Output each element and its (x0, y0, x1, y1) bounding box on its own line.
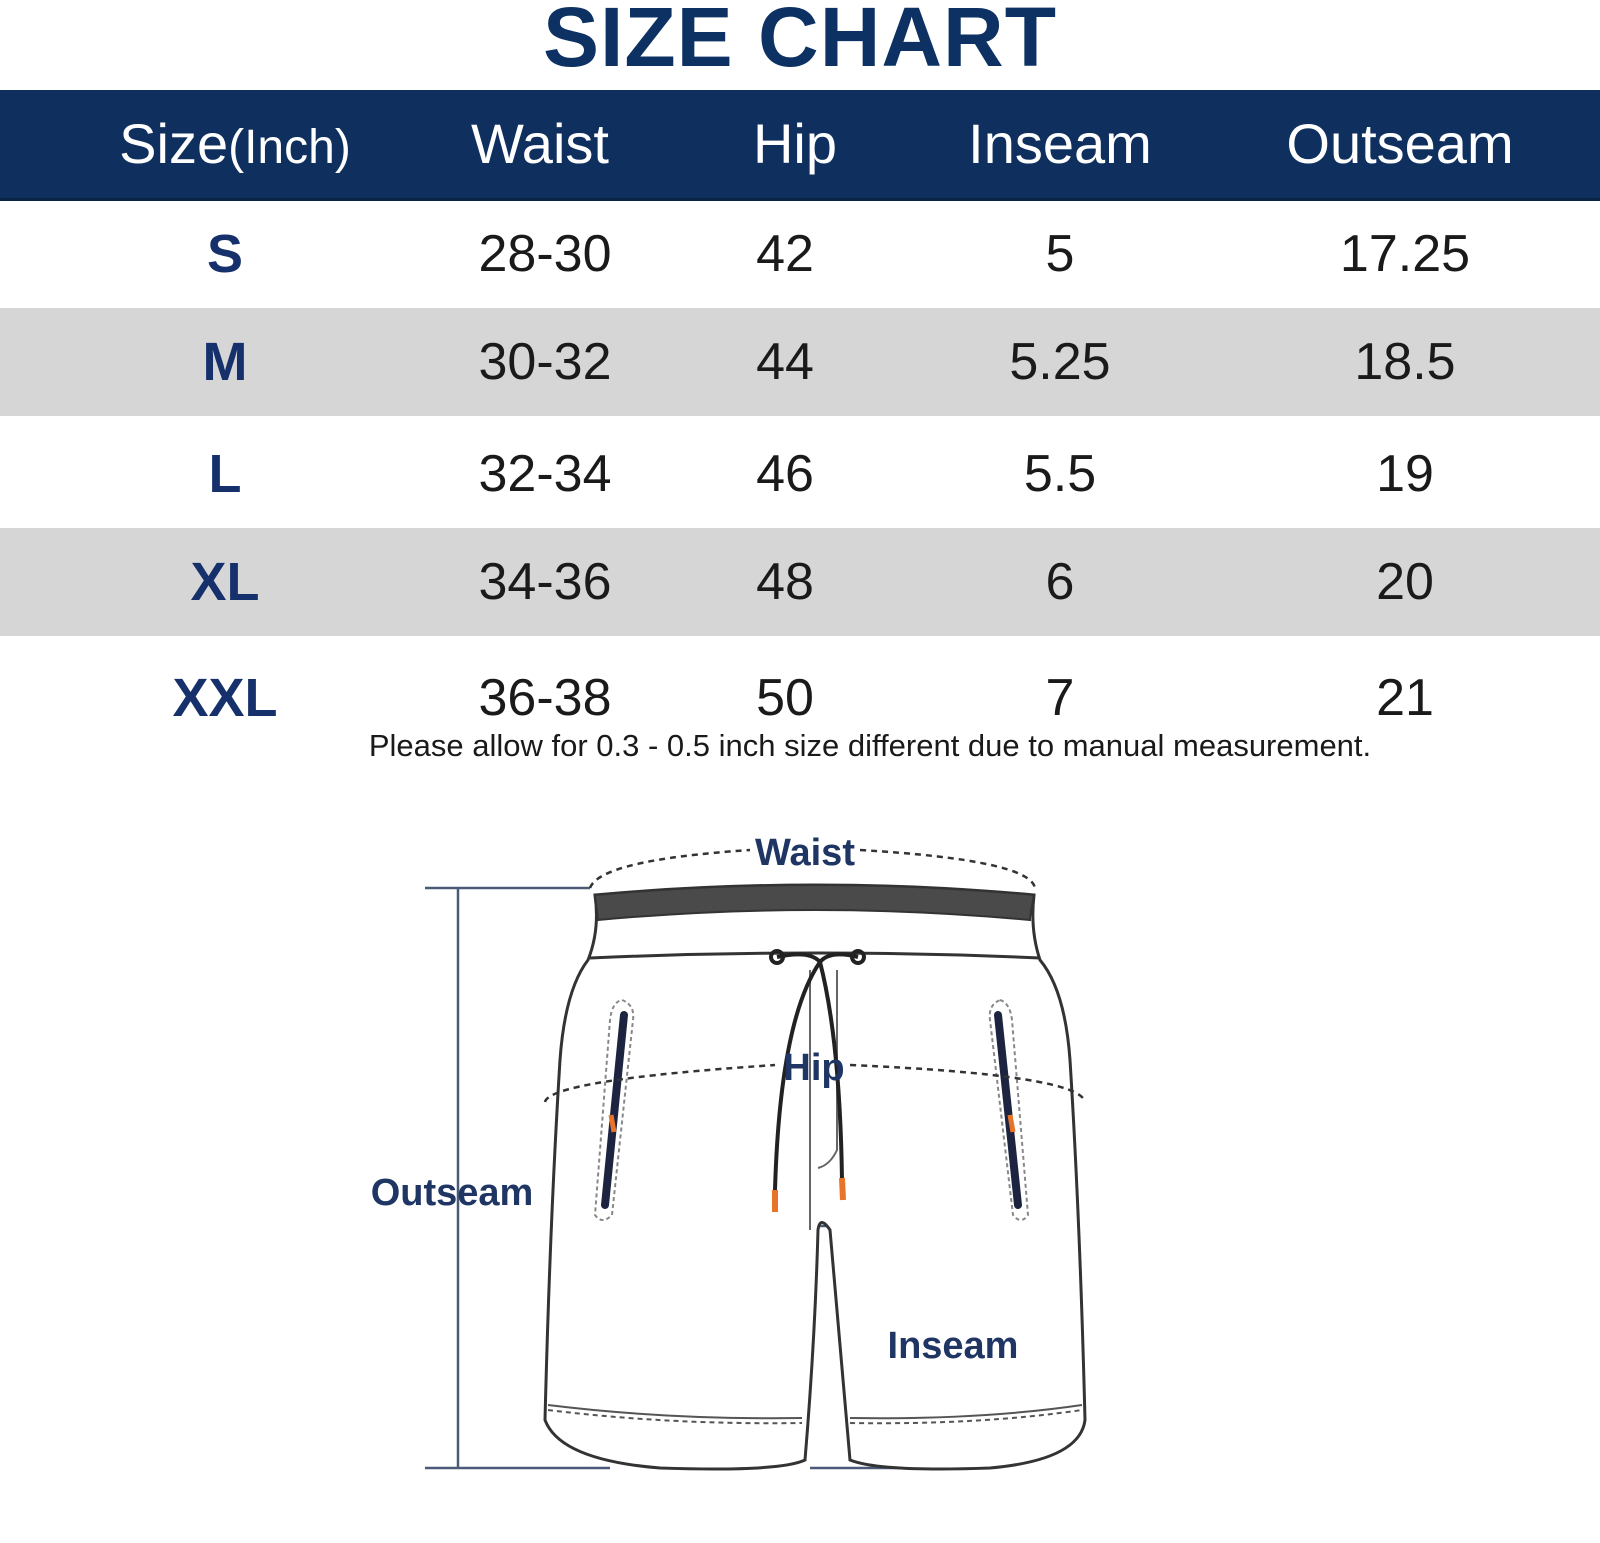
cell-inseam: 7 (1045, 669, 1075, 727)
header-size: Size(Inch) (95, 90, 375, 198)
table-row: M 30-32 44 5.25 18.5 (0, 308, 1600, 416)
hip-measure-arc (543, 1063, 1087, 1103)
table-row: XXL 36-38 50 7 21 (0, 640, 1600, 730)
cell-waist: 36-38 (478, 669, 612, 727)
left-pocket (593, 998, 635, 1221)
table-row: XL 34-36 48 6 20 (0, 528, 1600, 636)
shorts-diagram: Waist Hip Outseam Inseam (340, 820, 1240, 1520)
cell-outseam: 21 (1376, 669, 1434, 727)
shorts-body (543, 883, 1087, 1471)
cell-outseam: 19 (1376, 445, 1434, 503)
cell-size: XL (190, 552, 260, 612)
cell-outseam: 20 (1376, 553, 1434, 611)
cell-waist: 30-32 (478, 333, 612, 391)
outseam-measure-line (425, 886, 610, 1470)
cell-inseam: 6 (1045, 553, 1075, 611)
header-waist: Waist (471, 112, 609, 175)
cell-inseam: 5 (1045, 225, 1075, 283)
header-size-label: Size (119, 112, 229, 175)
cell-hip: 50 (756, 669, 814, 727)
measurement-note: Please allow for 0.3 - 0.5 inch size dif… (368, 728, 1372, 763)
cell-hip: 44 (756, 333, 814, 391)
cell-hip: 46 (756, 445, 814, 503)
drawstring (769, 949, 866, 1191)
cell-hip: 48 (756, 553, 814, 611)
cell-inseam: 5.25 (1009, 333, 1111, 391)
cell-size: S (206, 224, 244, 284)
cell-waist: 28-30 (478, 225, 612, 283)
table-header-row: Size(Inch) Waist Hip Inseam Outseam (0, 90, 1600, 201)
table-row: L 32-34 46 5.5 19 (0, 420, 1600, 528)
waist-measure-arc (588, 848, 1037, 889)
header-outseam: Outseam (1286, 112, 1514, 175)
shorts-illustration: Waist Hip Outseam Inseam (371, 832, 1087, 1471)
cell-outseam: 17.25 (1339, 225, 1471, 283)
hem-stitching (547, 1404, 1083, 1425)
header-inseam: Inseam (968, 112, 1152, 175)
outseam-label: Outseam (371, 1172, 534, 1214)
cell-hip: 42 (756, 225, 814, 283)
cell-waist: 34-36 (478, 553, 612, 611)
fly-seam (809, 970, 838, 1230)
header-size-unit: (Inch) (228, 121, 351, 174)
hip-label: Hip (783, 1047, 844, 1089)
cell-waist: 32-34 (478, 445, 612, 503)
waistband-seam (589, 951, 1041, 960)
cell-inseam: 5.5 (1023, 445, 1097, 503)
cell-size: XXL (172, 668, 278, 728)
waist-label: Waist (755, 832, 855, 874)
waistband-inner (593, 884, 1036, 922)
inseam-label: Inseam (888, 1325, 1019, 1367)
cell-outseam: 18.5 (1354, 333, 1456, 391)
table-row: S 28-30 42 5 17.25 (0, 200, 1600, 308)
cell-size: M (202, 332, 248, 392)
right-pocket (988, 998, 1030, 1221)
page-title: SIZE CHART (543, 0, 1057, 84)
header-hip: Hip (752, 112, 838, 175)
drawstring-tip-right (839, 1177, 846, 1201)
cell-size: L (208, 444, 242, 504)
